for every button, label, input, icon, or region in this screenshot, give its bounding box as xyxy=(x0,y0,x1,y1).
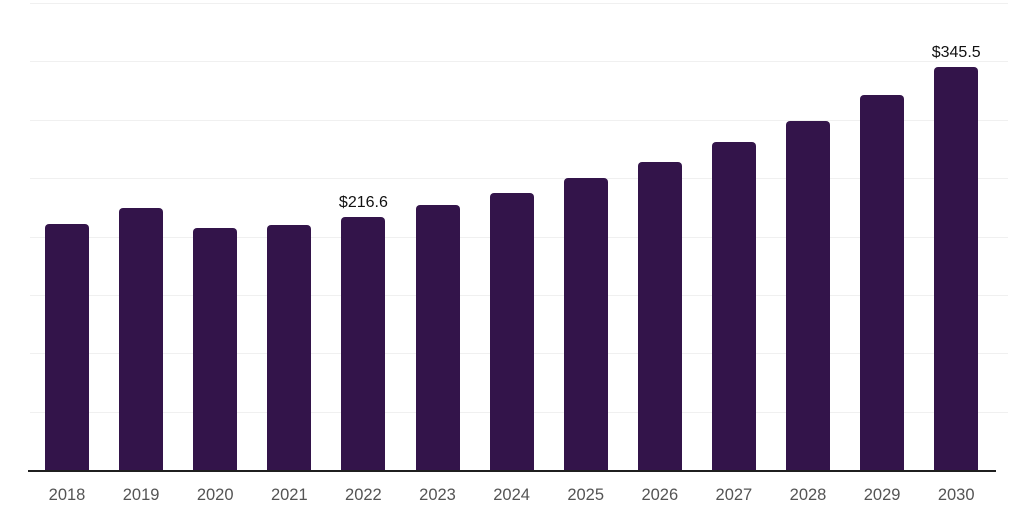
bar-2020 xyxy=(193,227,238,470)
gridline-400 xyxy=(30,3,1008,4)
bar-2025 xyxy=(563,178,608,470)
x-tick-label-2020: 2020 xyxy=(196,486,234,504)
bar-2030 xyxy=(934,66,979,470)
data-label-2030: $345.5 xyxy=(931,43,981,61)
bar-2028 xyxy=(786,120,830,470)
x-tick-label-2022: 2022 xyxy=(345,486,382,504)
x-tick-label-2019: 2019 xyxy=(122,486,160,504)
bar-2018 xyxy=(45,223,89,470)
bar-2023 xyxy=(415,205,460,470)
x-tick-label-2025: 2025 xyxy=(567,486,605,504)
bar-2029 xyxy=(860,95,905,470)
x-tick-label-2024: 2024 xyxy=(493,486,530,504)
x-tick-label-2026: 2026 xyxy=(641,486,679,504)
bar-2027 xyxy=(711,141,756,470)
gridline-300 xyxy=(30,119,1008,121)
x-tick-label-2030: 2030 xyxy=(937,486,975,504)
x-axis-line xyxy=(28,470,996,472)
x-tick-label-2021: 2021 xyxy=(270,486,308,504)
x-tick-label-2027: 2027 xyxy=(715,486,753,504)
bar-2021 xyxy=(267,224,312,470)
x-tick-label-2018: 2018 xyxy=(48,486,86,504)
x-tick-label-2029: 2029 xyxy=(863,486,901,504)
bar-2026 xyxy=(637,161,682,470)
bar-2024 xyxy=(489,193,534,470)
gridline-350 xyxy=(30,61,1008,63)
x-tick-label-2028: 2028 xyxy=(789,486,827,504)
bar-2022 xyxy=(341,217,386,470)
data-label-2022: $216.6 xyxy=(338,194,388,212)
gridline-250 xyxy=(30,178,1008,180)
x-tick-label-2023: 2023 xyxy=(419,486,456,504)
bar-2019 xyxy=(119,207,164,470)
